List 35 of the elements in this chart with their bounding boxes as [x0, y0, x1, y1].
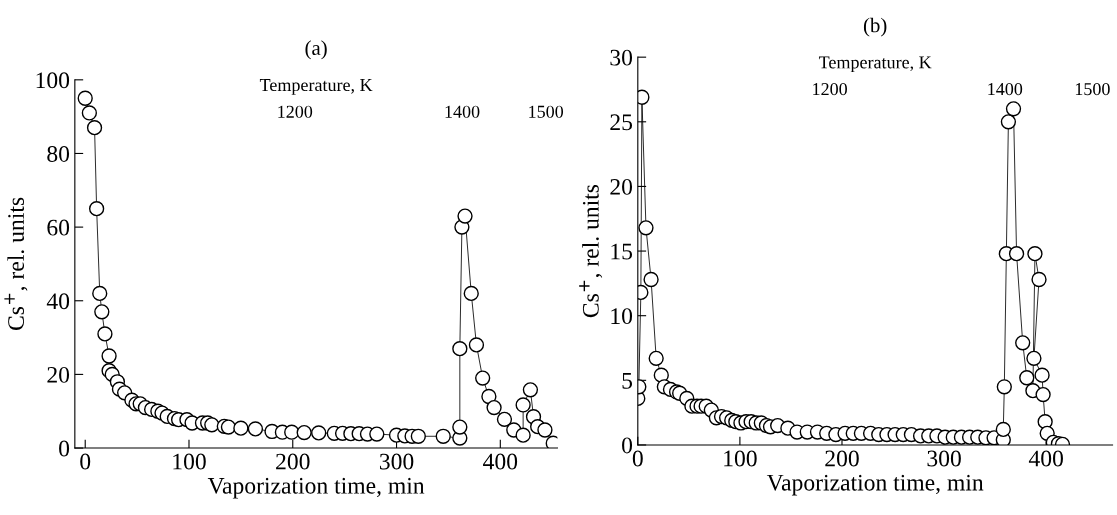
y-tick-label: 25 [610, 114, 633, 131]
x-tick-label: 100 [724, 450, 757, 467]
y-tick-label: 60 [47, 219, 70, 236]
x-tick-label: 400 [1028, 450, 1063, 467]
x-tick-label: 300 [927, 450, 961, 467]
x2-tick-label: 1500 [1075, 82, 1110, 96]
x-tick-label: 400 [483, 453, 518, 470]
x2-tick-label: 1200 [278, 105, 313, 118]
y-tick-label: 10 [611, 308, 633, 325]
x-axis-title: Vaporization time, min [766, 474, 984, 496]
x2-axis-title: Temperature, K [818, 56, 932, 73]
y-tick-label: 0 [622, 437, 633, 454]
x-tick-label: 0 [80, 453, 91, 470]
y-tick-label: 100 [36, 72, 70, 89]
y-tick-label: 20 [47, 366, 70, 383]
x-tick-label: 200 [825, 450, 859, 467]
x-tick-label: 100 [173, 453, 206, 470]
y-axis-title: Cs$^{+}$, rel. units [4, 197, 28, 331]
y-axis-title: Cs$^{+}$, rel. units [579, 184, 603, 318]
y-tick-label: 20 [610, 178, 633, 195]
x2-tick-label: 1200 [813, 82, 847, 96]
x-tick-label: 200 [276, 453, 310, 470]
x-axis-title: Vaporization time, min [207, 477, 425, 499]
chart-title: (a) [305, 40, 327, 60]
x2-tick-label: 1400 [445, 105, 480, 118]
x-tick-label: 300 [379, 453, 414, 470]
x2-tick-label: 1400 [988, 82, 1023, 96]
chart-title: (b) [863, 17, 887, 37]
y-tick-label: 80 [47, 145, 70, 162]
x2-tick-label: 1500 [529, 105, 564, 118]
y-tick-label: 5 [622, 373, 633, 389]
y-tick-label: 30 [610, 49, 633, 66]
y-tick-label: 15 [611, 243, 633, 260]
x2-axis-title: Temperature, K [259, 79, 373, 95]
y-tick-label: 40 [46, 293, 70, 310]
